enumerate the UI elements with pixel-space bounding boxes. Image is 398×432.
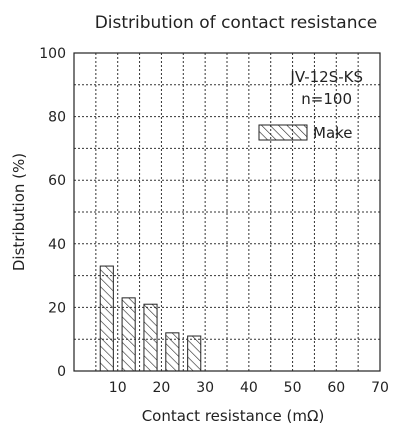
x-tick-label: 40 — [240, 380, 258, 396]
y-tick-label: 40 — [48, 237, 66, 253]
legend: Make — [258, 124, 353, 142]
y-tick-label: 20 — [48, 300, 66, 316]
legend-label: Make — [313, 124, 353, 142]
grid — [74, 53, 380, 371]
annotation-sample-size: n=100 — [301, 90, 352, 108]
y-tick-label: 80 — [48, 110, 66, 126]
plot-frame — [73, 52, 381, 372]
y-tick-label: 60 — [48, 173, 66, 189]
y-tick-label: 0 — [57, 364, 66, 380]
y-tick-label: 100 — [39, 46, 66, 62]
y-axis-label: Distribution (%) — [10, 153, 28, 271]
annotation-model: JV-12S-KS — [289, 68, 363, 86]
x-tick-label: 70 — [371, 380, 389, 396]
x-tick-label: 30 — [196, 380, 214, 396]
bar — [143, 303, 158, 372]
x-tick-label: 50 — [284, 380, 302, 396]
bar — [99, 265, 114, 372]
bars — [99, 265, 202, 372]
bar — [121, 297, 136, 372]
bar — [187, 335, 202, 372]
x-tick-label: 10 — [109, 380, 127, 396]
x-tick-label: 60 — [327, 380, 345, 396]
y-tick-labels: 0 20 40 60 80 100 — [39, 46, 66, 380]
x-tick-label: 20 — [153, 380, 171, 396]
chart-title: Distribution of contact resistance — [95, 13, 378, 33]
x-tick-labels: 10 20 30 40 50 60 70 — [109, 380, 389, 396]
bar — [165, 332, 180, 372]
x-axis-label: Contact resistance (mΩ) — [142, 407, 325, 425]
legend-swatch — [258, 124, 308, 141]
